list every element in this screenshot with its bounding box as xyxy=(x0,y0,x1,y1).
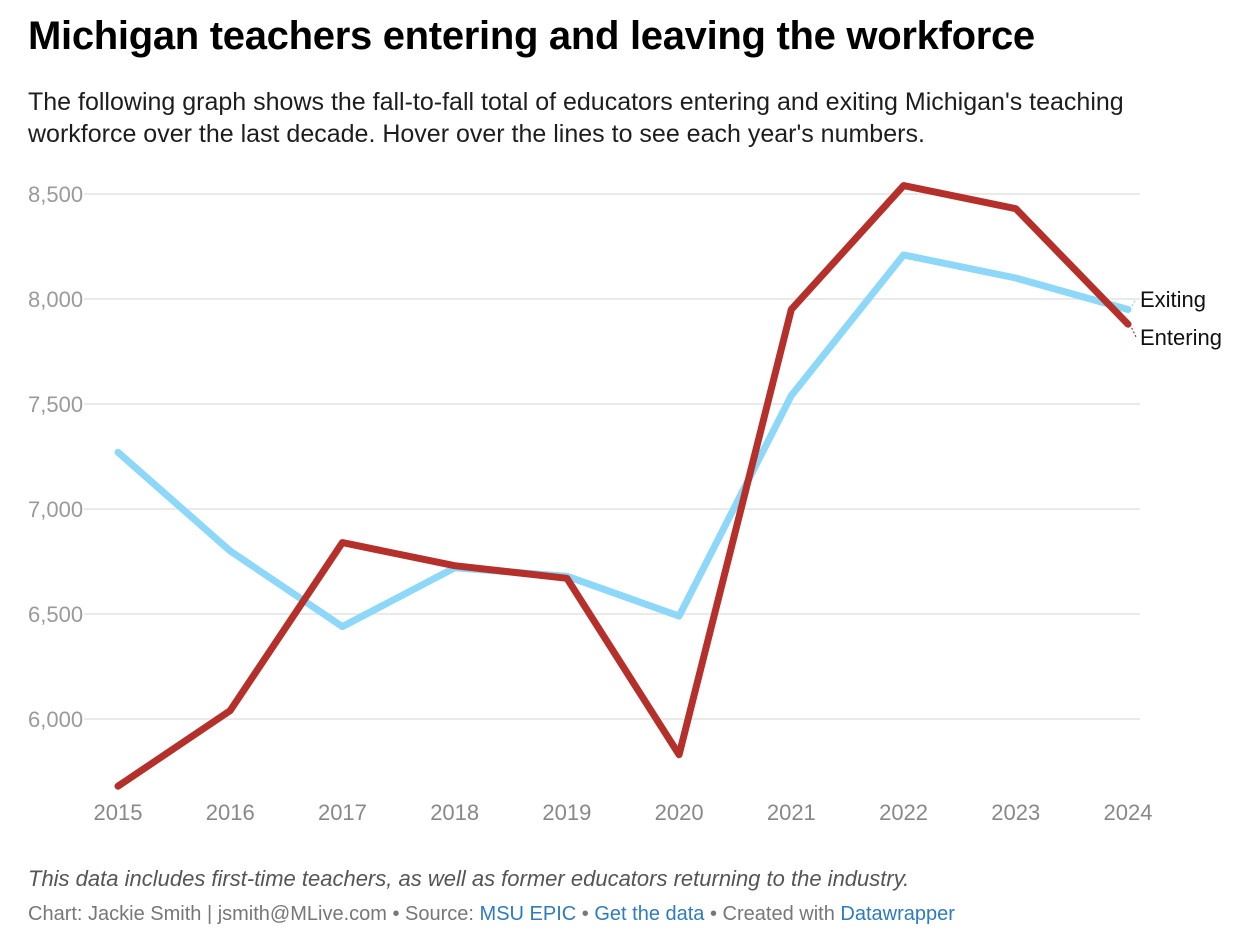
chart-credits: Chart: Jackie Smith | jsmith@MLive.com •… xyxy=(28,903,955,926)
chart-subtitle: The following graph shows the fall-to-fa… xyxy=(28,88,1124,148)
chart-byline: Chart: Jackie Smith | jsmith@MLive.com xyxy=(28,903,387,925)
series-labels: Exiting Entering xyxy=(1129,287,1222,350)
series-line-entering[interactable] xyxy=(114,182,1132,790)
x-tick-label: 2023 xyxy=(991,800,1040,825)
x-tick-label: 2018 xyxy=(430,800,479,825)
data-point-entering[interactable] xyxy=(1006,199,1026,219)
y-tick-label: 6,500 xyxy=(28,602,83,627)
data-point-entering[interactable] xyxy=(894,176,914,196)
chart-note: This data includes first-time teachers, … xyxy=(28,866,910,891)
x-tick-label: 2019 xyxy=(542,800,591,825)
datawrapper-link[interactable]: Datawrapper xyxy=(840,903,955,925)
data-point-entering[interactable] xyxy=(781,300,801,320)
x-tick-label: 2016 xyxy=(206,800,255,825)
data-point-exiting[interactable] xyxy=(108,442,128,462)
data-point-entering[interactable] xyxy=(332,533,352,553)
series-line-exiting[interactable] xyxy=(114,251,1132,631)
data-point-entering[interactable] xyxy=(108,776,128,796)
data-point-entering[interactable] xyxy=(669,745,689,765)
data-point-exiting[interactable] xyxy=(781,386,801,406)
x-tick-label: 2020 xyxy=(655,800,704,825)
y-tick-label: 7,000 xyxy=(28,497,83,522)
y-tick-label: 6,000 xyxy=(28,707,83,732)
data-point-entering[interactable] xyxy=(445,556,465,576)
y-axis-labels: 6,000 6,500 7,000 7,500 8,000 8,500 xyxy=(28,182,83,732)
source-link[interactable]: MSU EPIC xyxy=(479,903,577,925)
series-label-exiting: Exiting xyxy=(1140,287,1206,312)
credits-separator: • xyxy=(576,903,595,925)
data-point-entering[interactable] xyxy=(557,568,577,588)
y-tick-label: 7,500 xyxy=(28,392,83,417)
chart-title: Michigan teachers entering and leaving t… xyxy=(28,14,1035,58)
data-point-entering[interactable] xyxy=(1118,314,1138,334)
credits-separator: • Source: xyxy=(386,903,480,925)
data-point-exiting[interactable] xyxy=(669,606,689,626)
x-tick-label: 2015 xyxy=(94,800,143,825)
credits-separator: • Created with xyxy=(704,903,841,925)
data-point-exiting[interactable] xyxy=(1006,268,1026,288)
series-label-entering: Entering xyxy=(1140,325,1222,350)
x-tick-label: 2021 xyxy=(767,800,816,825)
x-tick-label: 2022 xyxy=(879,800,928,825)
x-tick-label: 2017 xyxy=(318,800,367,825)
y-tick-label: 8,000 xyxy=(28,287,83,312)
gridlines xyxy=(84,193,1140,720)
get-data-link[interactable]: Get the data xyxy=(594,903,705,925)
data-point-exiting[interactable] xyxy=(894,245,914,265)
x-tick-label: 2024 xyxy=(1104,800,1153,825)
y-tick-label: 8,500 xyxy=(28,182,83,207)
data-point-exiting[interactable] xyxy=(332,617,352,637)
x-axis-labels: 2015 2016 2017 2018 2019 2020 2021 2022 2023 2024 xyxy=(94,800,1153,825)
data-point-entering[interactable] xyxy=(220,701,240,721)
series-lines[interactable] xyxy=(108,176,1138,797)
data-point-exiting[interactable] xyxy=(220,541,240,561)
